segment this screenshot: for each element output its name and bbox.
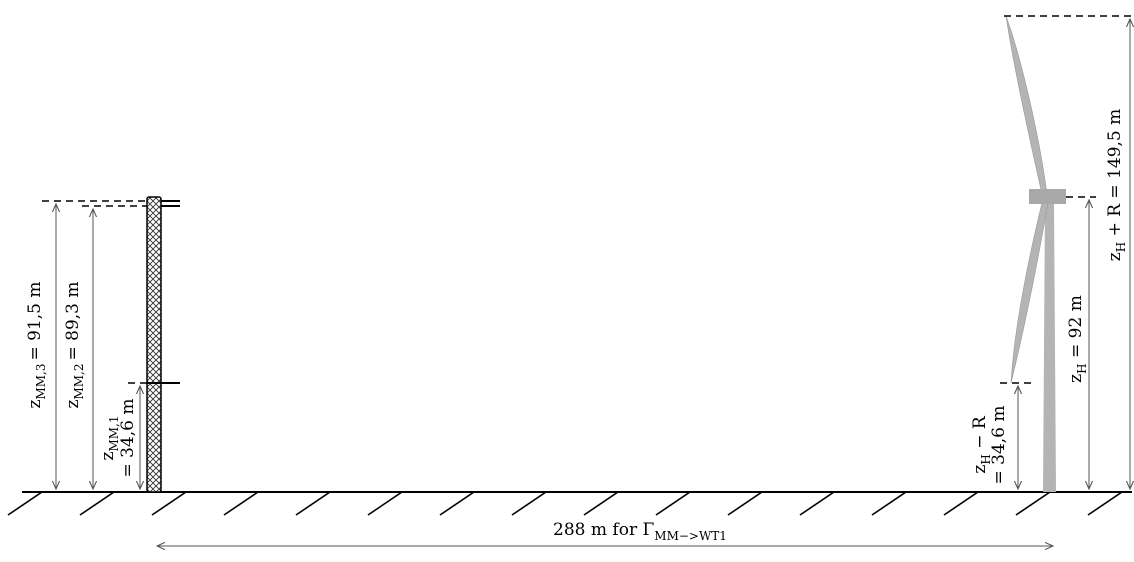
turbine-tower bbox=[1043, 203, 1056, 492]
distance-label: 288 m for ΓMM−>WT1 bbox=[553, 520, 727, 543]
blade-lower bbox=[1010, 202, 1049, 384]
ground-hatching bbox=[7, 491, 1123, 516]
mast-lattice-tower bbox=[146, 196, 162, 493]
ground bbox=[7, 491, 1132, 516]
lower-tip-height-label-line2: = 34,6 m bbox=[989, 405, 1009, 484]
met-mast bbox=[146, 196, 180, 493]
mm1-height-label-line1: zMM,1 bbox=[98, 416, 121, 461]
mm1-height-label-line2: = 34,6 m bbox=[118, 398, 138, 477]
wind-turbine bbox=[1005, 15, 1066, 492]
upper-tip-height-label: zH + R = 149,5 m bbox=[1105, 109, 1128, 262]
mm3-height-label: zMM,3= 91,5 m bbox=[25, 281, 48, 408]
nacelle bbox=[1029, 189, 1066, 204]
blade-upper bbox=[1005, 15, 1048, 195]
mm2-height-label: zMM,2= 89,3 m bbox=[63, 281, 86, 408]
lower-tip-height-label-line1: zH − R bbox=[970, 415, 993, 473]
hub-height-label: zH = 92 m bbox=[1066, 295, 1089, 383]
